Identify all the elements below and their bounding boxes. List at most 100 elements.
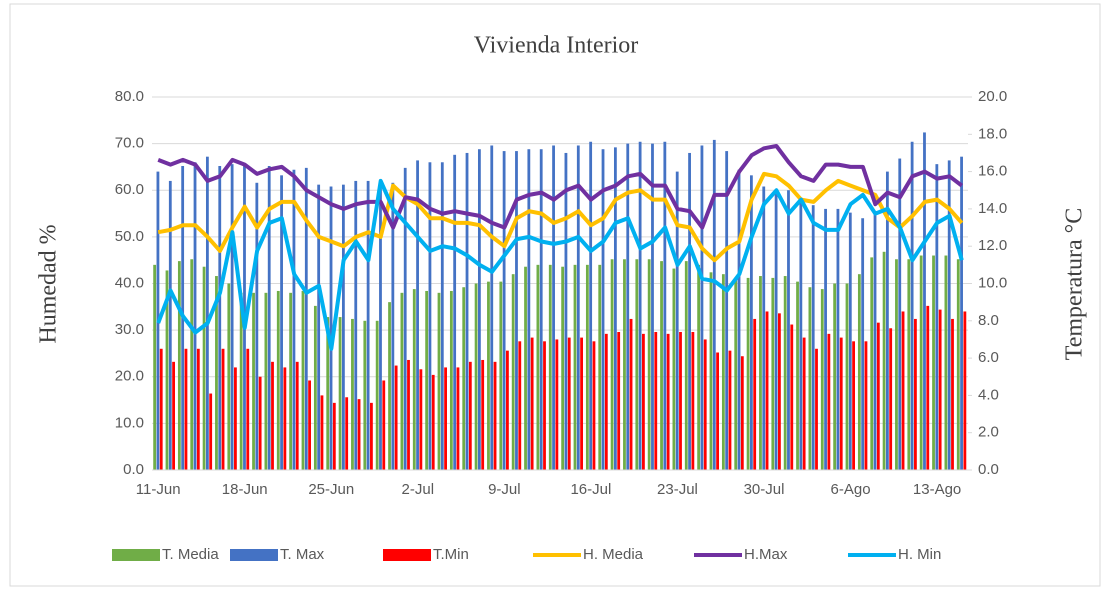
bar: [456, 367, 460, 470]
bar: [672, 268, 676, 470]
bar: [956, 259, 960, 470]
bar: [845, 283, 849, 470]
x-tick-label: 18-Jun: [222, 481, 268, 498]
bar: [267, 166, 271, 470]
y2-tick-label: 20.0: [978, 88, 1007, 105]
line: [157, 144, 964, 230]
bar: [221, 348, 225, 470]
bar: [901, 311, 905, 470]
chart-title: Vivienda Interior: [474, 33, 639, 59]
bar: [351, 318, 354, 470]
bar: [629, 318, 633, 470]
bar: [428, 162, 432, 470]
bar: [230, 164, 234, 470]
bar: [675, 171, 679, 470]
bar: [444, 367, 447, 470]
bar: [165, 270, 169, 470]
legend-label: H.Max: [744, 546, 788, 563]
bar: [153, 264, 157, 470]
bar: [561, 266, 565, 470]
bar: [610, 259, 614, 470]
bar: [808, 287, 812, 470]
y2-tick-label: 12.0: [978, 237, 1007, 254]
bar: [468, 361, 472, 470]
bar: [749, 175, 753, 470]
legend-swatch: [230, 549, 278, 561]
bar: [326, 317, 330, 470]
bar: [839, 337, 843, 470]
bar: [617, 331, 621, 470]
bar: [366, 180, 370, 471]
bar: [790, 324, 794, 470]
x-tick-label: 13-Ago: [913, 481, 961, 498]
bar: [895, 259, 898, 470]
bar: [709, 272, 713, 470]
bar: [746, 277, 750, 470]
bar: [910, 141, 914, 470]
x-tick-label: 11-Jun: [136, 481, 181, 498]
bar: [255, 182, 259, 471]
bar: [889, 328, 893, 470]
bar: [613, 147, 617, 471]
bar: [196, 348, 200, 470]
bar: [951, 318, 954, 470]
bar: [601, 149, 605, 470]
bar: [721, 274, 725, 470]
bar: [796, 281, 799, 470]
bar: [935, 164, 939, 470]
bar: [589, 141, 593, 470]
y-tick-label: 20.0: [115, 368, 144, 385]
bar: [449, 290, 453, 470]
bar: [651, 143, 654, 470]
x-tick-label: 9-Jul: [488, 481, 521, 498]
bar: [419, 369, 423, 470]
bar: [660, 261, 663, 470]
bar: [388, 302, 391, 470]
bar: [725, 151, 729, 470]
bar: [239, 292, 243, 470]
bar: [824, 208, 827, 470]
bar: [857, 274, 861, 470]
bar: [539, 149, 543, 470]
bar: [453, 154, 457, 470]
bar: [623, 259, 626, 470]
bar: [518, 341, 522, 470]
bar: [811, 205, 815, 471]
bar: [416, 160, 419, 470]
bar: [870, 257, 874, 470]
bar: [716, 352, 719, 470]
bar: [759, 276, 762, 470]
bar: [295, 361, 299, 470]
bar: [647, 259, 651, 470]
bar: [317, 184, 321, 470]
bar: [654, 331, 658, 470]
legend-swatch: [383, 549, 431, 561]
bar: [283, 367, 287, 470]
bar: [663, 141, 667, 470]
bar: [308, 380, 311, 470]
bar: [762, 186, 766, 470]
bar: [688, 152, 691, 470]
x-tick-label: 30-Jul: [744, 481, 785, 498]
bar: [341, 184, 345, 470]
bar: [172, 361, 175, 470]
bar: [477, 149, 481, 470]
bar: [580, 337, 583, 470]
y2-tick-label: 10.0: [978, 274, 1007, 291]
bar: [462, 287, 466, 470]
y-tick-label: 40.0: [115, 274, 144, 291]
bar: [960, 156, 963, 470]
bar: [205, 156, 209, 470]
bar: [481, 359, 485, 470]
bar: [530, 337, 534, 470]
bar: [765, 311, 769, 470]
bar: [246, 348, 250, 470]
bar: [864, 341, 868, 470]
bar: [703, 339, 707, 470]
bar: [932, 255, 935, 470]
bar: [876, 322, 880, 470]
bar: [391, 182, 395, 471]
bar: [357, 399, 361, 470]
bar: [944, 255, 948, 470]
